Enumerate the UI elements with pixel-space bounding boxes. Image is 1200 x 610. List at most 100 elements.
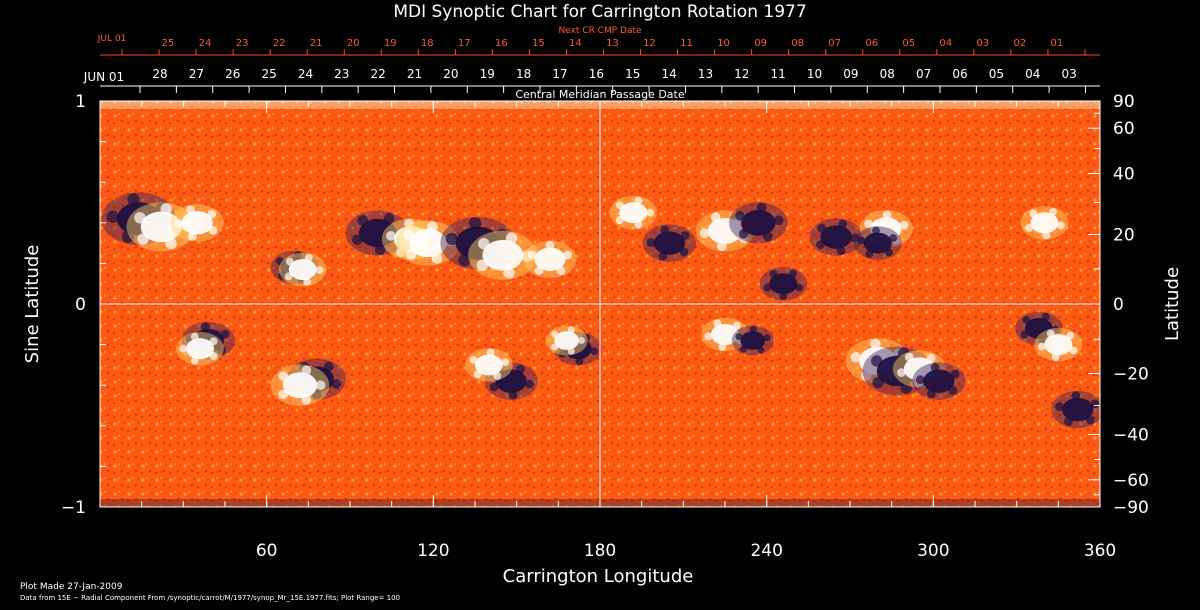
y-right-ticks: 90 60 40 20 0 −20 −40 −60 −90 [1088, 92, 1149, 518]
region-fragment [1064, 417, 1073, 427]
region-fragment [756, 202, 767, 213]
region-fragment [284, 272, 293, 281]
region-fragment [1025, 224, 1034, 232]
region-fragment [1048, 207, 1057, 216]
region-fragment [1055, 402, 1064, 412]
positive-region [1044, 334, 1073, 356]
region-fragment [575, 357, 584, 366]
region-fragment [160, 203, 172, 215]
next-axis-date: 13 [606, 38, 619, 49]
region-fragment [190, 332, 199, 341]
region-fragment [217, 346, 226, 355]
negative-region [820, 225, 852, 249]
region-fragment [926, 353, 936, 363]
region-fragment [885, 248, 893, 257]
region-fragment [551, 330, 559, 338]
region-fragment [679, 247, 689, 257]
region-fragment [864, 219, 874, 229]
top-axis-date: 10 [807, 67, 822, 81]
next-axis-date: 03 [976, 38, 989, 49]
top-axis-date: 20 [443, 67, 458, 81]
next-axis-date: 23 [236, 38, 249, 49]
region-fragment [495, 228, 509, 242]
next-axis-date: 02 [1013, 38, 1026, 49]
region-fragment [201, 322, 210, 332]
region-fragment [304, 253, 313, 262]
region-fragment [732, 321, 741, 330]
region-fragment [896, 368, 906, 377]
region-fragment [904, 352, 914, 362]
region-fragment [836, 246, 846, 255]
region-fragment [374, 244, 386, 256]
negative-region [923, 369, 955, 393]
region-fragment [315, 266, 324, 275]
negative-region [1024, 317, 1053, 339]
region-fragment [861, 370, 872, 381]
negative-region [1062, 397, 1094, 422]
y-right-tick-label: −40 [1113, 425, 1149, 445]
region-fragment [1038, 336, 1047, 345]
negative-region [495, 369, 527, 393]
region-fragment [915, 375, 925, 385]
top-axis-date: 17 [552, 67, 567, 81]
region-fragment [872, 226, 880, 235]
region-fragment [735, 210, 745, 221]
negative-region [740, 331, 766, 350]
top-axis-date: 23 [334, 67, 349, 81]
next-axis-date: 21 [310, 38, 323, 49]
top-axis-date: 21 [407, 67, 422, 81]
x-tick-label: 180 [584, 541, 616, 561]
top-axis-label: Central Meridian Passage Date [515, 88, 684, 101]
next-axis-date: 18 [421, 38, 434, 49]
region-fragment [763, 283, 772, 292]
region-fragment [773, 215, 784, 226]
region-fragment [850, 352, 861, 363]
region-fragment [468, 217, 482, 230]
region-fragment [882, 210, 892, 220]
region-fragment [680, 231, 690, 240]
region-fragment [476, 259, 488, 271]
region-fragment [857, 236, 866, 245]
next-axis-date: 24 [199, 38, 212, 49]
region-fragment [567, 326, 575, 334]
region-fragment [331, 379, 342, 389]
region-fragment [660, 225, 669, 234]
top-axis-date: 28 [152, 67, 167, 81]
top-axis-dates: 28 27 26 25 24 23 22 21 20 19 18 17 16 15 14 13 12 11 10 09… [139, 67, 1086, 93]
y-right-tick-label: 40 [1113, 165, 1135, 185]
region-fragment [278, 371, 289, 381]
region-fragment [489, 382, 499, 392]
top-axis-date: 12 [734, 67, 749, 81]
region-fragment [179, 344, 188, 353]
next-axis-date: 10 [717, 38, 730, 49]
next-axis-date: 19 [384, 38, 397, 49]
next-axis-date: 09 [754, 38, 767, 49]
region-fragment [473, 370, 482, 379]
region-fragment [930, 363, 940, 372]
region-fragment [713, 319, 722, 328]
region-fragment [1022, 316, 1031, 324]
region-fragment [1051, 353, 1060, 361]
region-fragment [870, 355, 883, 367]
y-left-tick-label: −1 [61, 498, 86, 518]
region-fragment [208, 226, 218, 235]
region-fragment [545, 240, 555, 250]
region-fragment [1071, 391, 1081, 400]
y-left-tick-label: 1 [75, 92, 86, 112]
region-fragment [458, 254, 471, 267]
positive-region [711, 323, 739, 345]
region-fragment [563, 250, 573, 260]
region-fragment [386, 231, 396, 241]
region-fragment [137, 233, 149, 245]
region-fragment [431, 253, 443, 264]
y-right-tick-label: −90 [1113, 498, 1149, 518]
region-fragment [646, 237, 656, 247]
top-axis-date: 24 [298, 67, 313, 81]
y-right-axis-label: Latitude [1162, 267, 1183, 341]
positive-region [408, 229, 447, 258]
negative-region [741, 209, 776, 236]
region-fragment [357, 215, 368, 226]
positive-region [482, 239, 524, 271]
region-fragment [508, 390, 518, 400]
region-fragment [534, 266, 544, 276]
